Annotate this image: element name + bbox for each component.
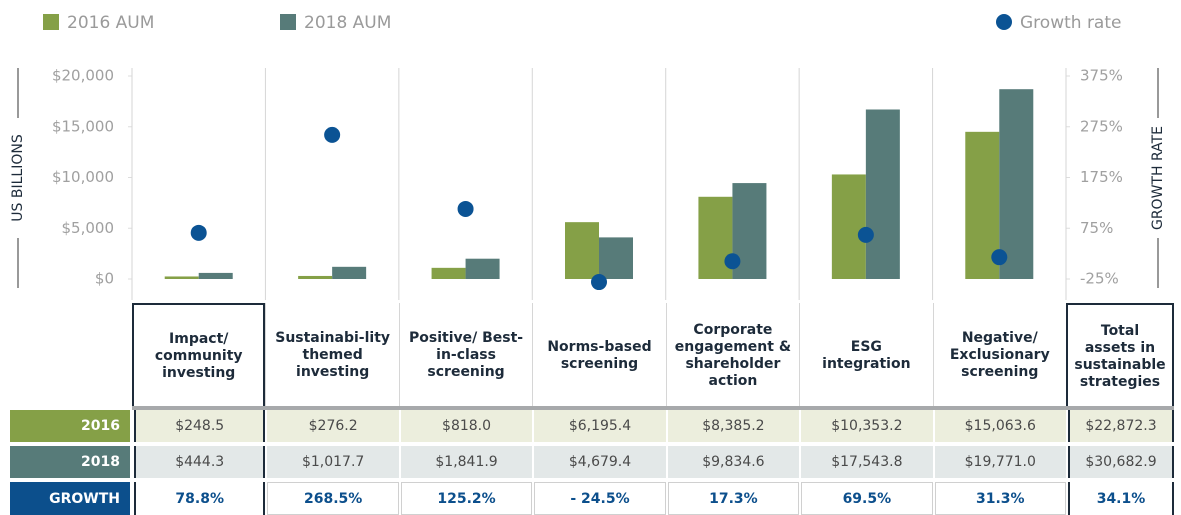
bar	[164, 276, 199, 279]
bar	[332, 266, 367, 279]
bar	[465, 258, 500, 279]
table-cell: $8,385.2	[667, 410, 800, 442]
y2-tick-label: 175%	[1080, 168, 1123, 186]
y2-tick-label: 75%	[1080, 219, 1113, 237]
column-header: ESG integration	[799, 303, 932, 408]
legend-marker	[43, 14, 59, 30]
bar	[865, 109, 900, 280]
table-cell: $444.3	[134, 446, 266, 478]
table-cell: $1,017.7	[267, 446, 399, 478]
table-cell: $4,679.4	[534, 446, 666, 478]
table-cell: $19,771.0	[934, 446, 1066, 478]
table-cell: $6,195.4	[534, 410, 666, 442]
column-header: Total assets in sustainable strategies	[1066, 303, 1174, 408]
y-tick-label: $20,000	[52, 67, 114, 85]
y2-tick-label: -25%	[1080, 270, 1119, 288]
row-label: 2016	[10, 410, 130, 442]
column-header: Sustainabi-lity themed investing	[265, 303, 398, 408]
bar	[431, 267, 466, 279]
y2-tick-label: 375%	[1080, 67, 1123, 85]
y-tick-label: $10,000	[52, 168, 114, 186]
table-cell: 78.8%	[134, 482, 266, 515]
legend-label: 2016 AUM	[67, 13, 154, 33]
y2-tick-label: 275%	[1080, 117, 1123, 135]
bar	[831, 174, 866, 279]
table-cell: $818.0	[400, 410, 533, 442]
table-cell: - 24.5%	[534, 482, 666, 515]
table-cell: 31.3%	[934, 482, 1066, 515]
legend-marker	[996, 14, 1012, 30]
bar	[599, 237, 633, 279]
table-cell: $30,682.9	[1068, 446, 1174, 478]
y-tick-label: $15,000	[52, 117, 114, 135]
table-cell: $9,834.6	[667, 446, 800, 478]
table-cell: 268.5%	[267, 482, 399, 515]
row-label: 2018	[10, 446, 130, 478]
table-cell: 125.2%	[400, 482, 533, 515]
bar	[999, 89, 1034, 279]
column-header: Positive/ Best-in-class screening	[398, 303, 532, 408]
legend-label: Growth rate	[1020, 13, 1121, 33]
growth-dot	[324, 126, 341, 143]
axis-title: GROWTH RATE	[1150, 126, 1166, 230]
table-cell: $248.5	[134, 410, 266, 442]
header-rule	[132, 406, 1174, 410]
growth-dot	[457, 200, 474, 217]
growth-dot	[190, 224, 207, 241]
table-cell: $276.2	[267, 410, 399, 442]
table-cell: $1,841.9	[400, 446, 533, 478]
growth-dot	[991, 249, 1008, 266]
growth-dot	[591, 274, 607, 291]
column-header: Impact/ community investing	[132, 303, 266, 408]
table-cell: $10,353.2	[801, 410, 933, 442]
bar	[565, 222, 599, 279]
legend-marker	[280, 14, 296, 30]
table-cell: $17,543.8	[801, 446, 933, 478]
y-tick-label: $5,000	[62, 219, 115, 237]
legend-label: 2018 AUM	[304, 13, 391, 33]
table-cell: 34.1%	[1068, 482, 1174, 515]
bar	[198, 272, 233, 279]
growth-dot	[724, 253, 741, 270]
row-label: GROWTH	[10, 482, 130, 515]
table-cell: $15,063.6	[934, 410, 1066, 442]
axis-title: US BILLIONS	[10, 134, 26, 222]
bar	[298, 275, 333, 279]
column-header: Norms-based screening	[532, 303, 665, 408]
growth-dot	[857, 226, 874, 243]
table-cell: 17.3%	[667, 482, 800, 515]
table-cell: 69.5%	[801, 482, 933, 515]
column-header: Negative/ Exclusionary screening	[932, 303, 1066, 408]
column-header: Corporate engagement & shareholder actio…	[665, 303, 799, 408]
table-cell: $22,872.3	[1068, 410, 1174, 442]
y-tick-label: $0	[95, 270, 114, 288]
